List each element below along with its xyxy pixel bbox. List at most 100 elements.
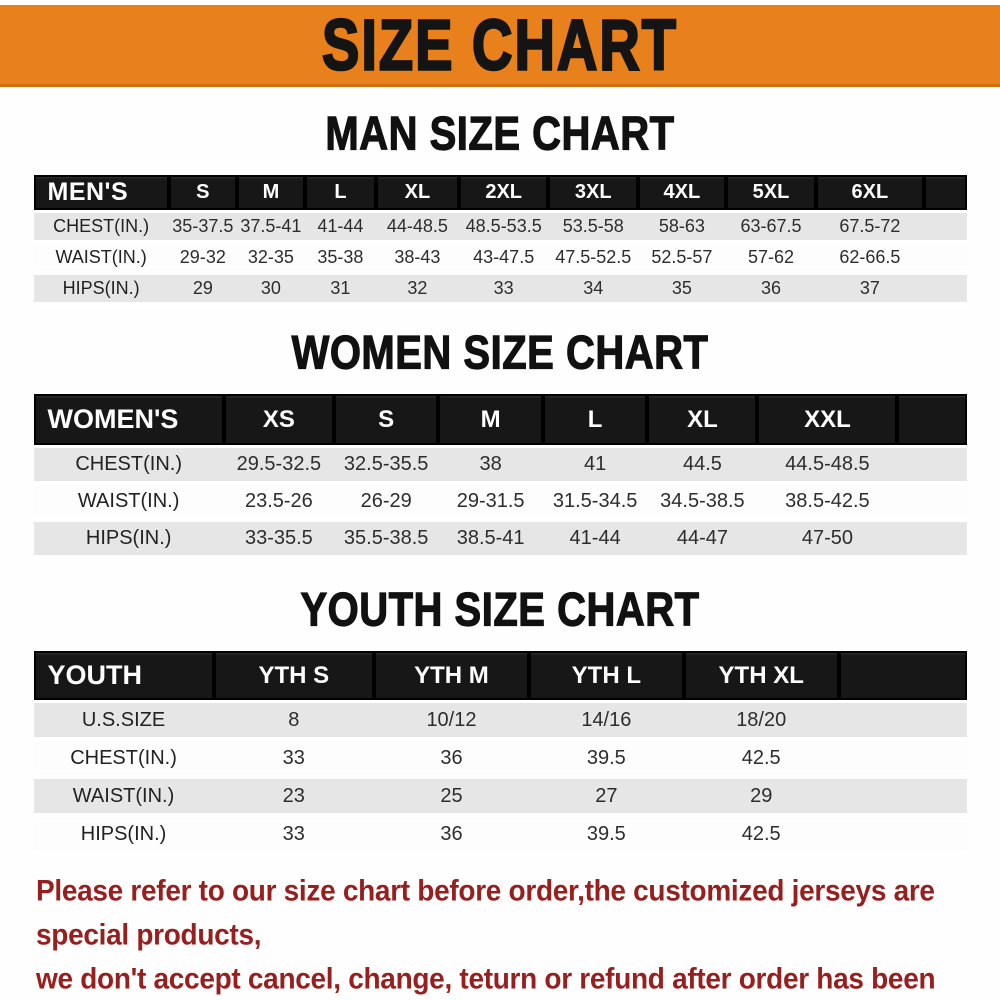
women-column-header: S bbox=[333, 394, 439, 448]
value-cell: 8 bbox=[213, 703, 375, 741]
men-header-row: MEN'S S M L XL 2XL 3XL 4XL 5XL 6XL bbox=[33, 175, 967, 213]
row-label-cell: WAIST(IN.) bbox=[33, 779, 214, 817]
value-cell: 35-38 bbox=[304, 244, 376, 275]
spacer-cell bbox=[838, 651, 967, 703]
value-cell: 41 bbox=[542, 448, 648, 485]
spacer-cell bbox=[897, 448, 967, 485]
value-cell: 23 bbox=[213, 779, 375, 817]
value-cell: 36 bbox=[374, 817, 529, 855]
value-cell: 39.5 bbox=[528, 817, 684, 855]
value-cell: 26-29 bbox=[333, 485, 439, 522]
table-row: HIPS(IN.) 33-35.5 35.5-38.5 38.5-41 41-4… bbox=[33, 522, 967, 559]
value-cell: 30 bbox=[236, 275, 305, 306]
women-section-title: WOMEN SIZE CHART bbox=[291, 326, 709, 379]
value-cell: 48.5-53.5 bbox=[458, 213, 549, 244]
value-cell: 47-50 bbox=[757, 522, 898, 559]
value-cell: 58-63 bbox=[638, 213, 726, 244]
women-column-header: XS bbox=[223, 394, 334, 448]
value-cell: 35-37.5 bbox=[168, 213, 237, 244]
table-row: HIPS(IN.) 29 30 31 32 33 34 35 36 37 bbox=[33, 275, 967, 306]
spacer-cell bbox=[923, 213, 967, 244]
value-cell: 18/20 bbox=[683, 703, 839, 741]
value-cell: 25 bbox=[374, 779, 529, 817]
spacer-cell bbox=[838, 817, 967, 855]
row-label-cell: CHEST(IN.) bbox=[33, 213, 169, 244]
value-cell: 35.5-38.5 bbox=[333, 522, 439, 559]
value-cell: 47.5-52.5 bbox=[548, 244, 639, 275]
spacer-cell bbox=[838, 703, 967, 741]
row-label-cell: HIPS(IN.) bbox=[33, 275, 169, 306]
row-label-cell: WAIST(IN.) bbox=[33, 244, 169, 275]
value-cell: 41-44 bbox=[542, 522, 648, 559]
value-cell: 38-43 bbox=[375, 244, 459, 275]
value-cell: 38.5-41 bbox=[438, 522, 543, 559]
value-cell: 35 bbox=[638, 275, 726, 306]
value-cell: 31 bbox=[304, 275, 376, 306]
value-cell: 27 bbox=[528, 779, 684, 817]
value-cell: 29 bbox=[168, 275, 237, 306]
men-column-header: L bbox=[304, 175, 376, 213]
spacer-cell bbox=[923, 275, 967, 306]
banner-title: SIZE CHART bbox=[321, 3, 678, 86]
table-row: WAIST(IN.) 23 25 27 29 bbox=[33, 779, 967, 817]
spacer-cell bbox=[923, 244, 967, 275]
value-cell: 41-44 bbox=[304, 213, 376, 244]
youth-section-title: YOUTH SIZE CHART bbox=[300, 583, 700, 636]
youth-size-table: YOUTH YTH S YTH M YTH L YTH XL U.S.SIZE … bbox=[33, 651, 967, 855]
youth-column-header: YTH S bbox=[213, 651, 375, 703]
table-row: CHEST(IN.) 29.5-32.5 32.5-35.5 38 41 44.… bbox=[33, 448, 967, 485]
men-column-header: 6XL bbox=[816, 175, 924, 213]
value-cell: 67.5-72 bbox=[816, 213, 924, 244]
spacer-cell bbox=[923, 175, 967, 213]
table-row: CHEST(IN.) 33 36 39.5 42.5 bbox=[33, 741, 967, 779]
value-cell: 31.5-34.5 bbox=[542, 485, 648, 522]
women-column-header: L bbox=[542, 394, 648, 448]
women-column-header: XXL bbox=[757, 394, 898, 448]
size-chart-banner: SIZE CHART bbox=[0, 3, 1000, 87]
men-column-header: 4XL bbox=[638, 175, 726, 213]
spacer-cell bbox=[897, 522, 967, 559]
value-cell: 32-35 bbox=[236, 244, 305, 275]
value-cell: 33 bbox=[213, 741, 375, 779]
value-cell: 10/12 bbox=[374, 703, 529, 741]
row-label-cell: U.S.SIZE bbox=[33, 703, 214, 741]
women-size-table: WOMEN'S XS S M L XL XXL CHEST(IN.) 29.5-… bbox=[33, 394, 967, 559]
men-column-header: 3XL bbox=[548, 175, 639, 213]
women-size-chart-section: WOMEN SIZE CHART WOMEN'S XS S M L XL XXL… bbox=[0, 326, 1000, 559]
value-cell: 29 bbox=[683, 779, 839, 817]
footer-line-2: we don't accept cancel, change, teturn o… bbox=[36, 962, 936, 995]
row-label-cell: HIPS(IN.) bbox=[33, 817, 214, 855]
spacer-cell bbox=[838, 741, 967, 779]
footer-note: Please refer to our size chart before or… bbox=[36, 869, 986, 1000]
value-cell: 36 bbox=[725, 275, 817, 306]
men-column-header: XL bbox=[375, 175, 459, 213]
men-size-table: MEN'S S M L XL 2XL 3XL 4XL 5XL 6XL CHEST… bbox=[33, 175, 967, 306]
value-cell: 29.5-32.5 bbox=[223, 448, 334, 485]
row-label-cell: CHEST(IN.) bbox=[33, 448, 224, 485]
value-cell: 53.5-58 bbox=[548, 213, 639, 244]
men-column-header: M bbox=[236, 175, 305, 213]
value-cell: 43-47.5 bbox=[458, 244, 549, 275]
value-cell: 14/16 bbox=[528, 703, 684, 741]
value-cell: 33 bbox=[213, 817, 375, 855]
value-cell: 29-31.5 bbox=[438, 485, 543, 522]
youth-column-header: YTH M bbox=[374, 651, 529, 703]
footer-line-1: Please refer to our size chart before or… bbox=[36, 874, 935, 951]
women-header-row: WOMEN'S XS S M L XL XXL bbox=[33, 394, 967, 448]
value-cell: 37 bbox=[816, 275, 924, 306]
value-cell: 44-48.5 bbox=[375, 213, 459, 244]
youth-corner-label: YOUTH bbox=[33, 651, 214, 703]
value-cell: 33 bbox=[458, 275, 549, 306]
youth-column-header: YTH XL bbox=[683, 651, 839, 703]
men-size-chart-section: MAN SIZE CHART MEN'S S M L XL 2XL 3XL 4X… bbox=[0, 107, 1000, 306]
men-column-header: S bbox=[168, 175, 237, 213]
spacer-cell bbox=[897, 394, 967, 448]
men-corner-label: MEN'S bbox=[33, 175, 169, 213]
spacer-cell bbox=[897, 485, 967, 522]
men-column-header: 5XL bbox=[725, 175, 817, 213]
value-cell: 44.5-48.5 bbox=[757, 448, 898, 485]
women-column-header: XL bbox=[647, 394, 758, 448]
value-cell: 38.5-42.5 bbox=[757, 485, 898, 522]
table-row: HIPS(IN.) 33 36 39.5 42.5 bbox=[33, 817, 967, 855]
row-label-cell: WAIST(IN.) bbox=[33, 485, 224, 522]
